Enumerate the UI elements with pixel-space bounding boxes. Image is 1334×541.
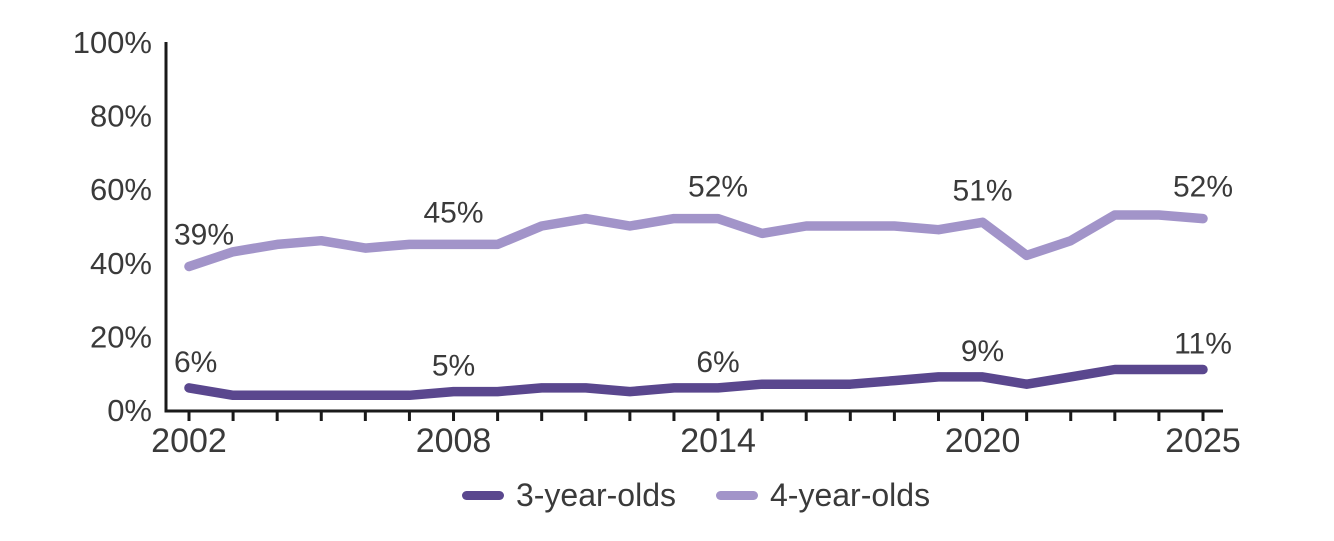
legend-label-4-year-olds: 4-year-olds <box>770 477 931 513</box>
y-axis-label-60: 60% <box>90 172 152 207</box>
point-label-4-year-olds-2008: 45% <box>423 196 483 229</box>
x-axis-label-2002: 2002 <box>151 422 227 460</box>
point-label-3-year-olds-2020: 9% <box>961 335 1004 368</box>
x-axis-label-2020: 2020 <box>945 422 1021 460</box>
y-axis-label-80: 80% <box>90 99 152 134</box>
series-line-3-year-olds <box>184 364 1208 401</box>
point-label-4-year-olds-2014: 52% <box>688 171 748 204</box>
point-label-3-year-olds-2014: 6% <box>696 346 739 379</box>
point-label-4-year-olds-2002: 39% <box>174 218 234 251</box>
y-axis-label-40: 40% <box>90 246 152 281</box>
y-axis-label-0: 0% <box>107 393 152 428</box>
legend-label-3-year-olds: 3-year-olds <box>515 477 676 513</box>
legend-dash-icon-4-year-olds <box>716 490 758 500</box>
point-label-3-year-olds-2002: 6% <box>174 346 217 379</box>
x-axis-label-2014: 2014 <box>680 422 756 460</box>
legend-dash-icon-3-year-olds <box>461 490 504 500</box>
chart-legend: 3-year-olds 4-year-olds <box>0 479 1334 511</box>
point-label-4-year-olds-2025: 52% <box>1173 171 1233 204</box>
point-label-3-year-olds-2008: 5% <box>432 350 475 383</box>
legend-item-3-year-olds: 3-year-olds <box>461 477 676 513</box>
series-line-4-year-olds <box>184 210 1208 272</box>
y-axis-label-100: 100% <box>73 25 152 60</box>
legend-item-4-year-olds: 4-year-olds <box>716 479 930 511</box>
y-axis-label-20: 20% <box>90 319 152 354</box>
point-label-4-year-olds-2020: 51% <box>953 174 1013 207</box>
x-axis-label-2008: 2008 <box>416 422 492 460</box>
point-label-3-year-olds-2025: 11% <box>1174 328 1232 361</box>
x-axis-label-2025: 2025 <box>1165 422 1241 460</box>
